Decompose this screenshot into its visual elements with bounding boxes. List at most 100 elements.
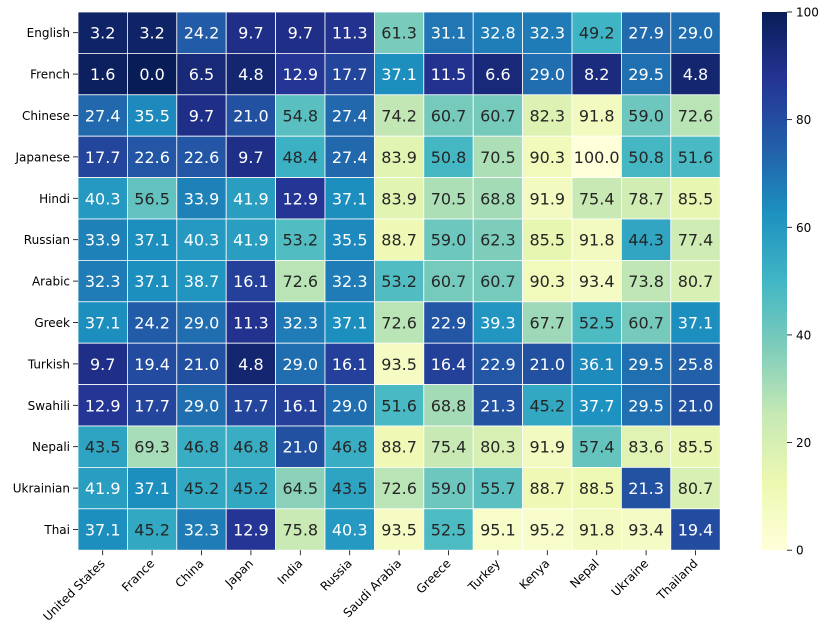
cell-value-label: 70.5 — [431, 189, 467, 208]
cell-value-label: 37.1 — [134, 479, 170, 498]
cell-value-label: 3.2 — [90, 24, 115, 43]
cell-value-label: 78.7 — [628, 189, 664, 208]
heatmap-cell — [275, 259, 326, 303]
cell-value-label: 6.5 — [189, 65, 214, 84]
heatmap-cell — [373, 177, 425, 220]
heatmap-cell — [225, 301, 276, 344]
cell-value-label: 11.5 — [431, 65, 467, 84]
cell-value-label: 45.2 — [184, 479, 220, 498]
heatmap-cell — [571, 384, 622, 427]
heatmap-cell — [225, 466, 276, 510]
heatmap-cell — [423, 11, 474, 54]
cell-value-label: 29.0 — [282, 355, 318, 374]
cell-value-label: 21.0 — [282, 438, 318, 457]
cell-value-label: 22.6 — [184, 148, 220, 167]
cell-value-label: 88.7 — [529, 479, 565, 498]
cell-value-label: 59.0 — [628, 107, 664, 126]
heatmap-cell — [522, 218, 573, 261]
cell-value-label: 72.6 — [381, 314, 417, 333]
heatmap-cell — [472, 218, 524, 261]
cell-value-label: 4.8 — [683, 65, 708, 84]
heatmap-cell — [670, 466, 721, 510]
heatmap-cell — [77, 508, 128, 551]
heatmap-cell — [373, 53, 425, 96]
cell-value-label: 12.9 — [282, 65, 318, 84]
heatmap-cell — [176, 11, 227, 54]
heatmap-cell — [472, 342, 524, 386]
heatmap-cell — [423, 218, 474, 261]
heatmap-cell — [176, 301, 227, 344]
heatmap-cell — [176, 53, 227, 96]
cell-value-label: 46.8 — [233, 438, 269, 457]
cell-value-label: 91.9 — [529, 438, 565, 457]
cell-value-label: 60.7 — [431, 107, 467, 126]
row-label: Chinese — [22, 109, 70, 123]
row-label: French — [30, 68, 70, 82]
cell-value-label: 93.5 — [381, 521, 417, 540]
heatmap-cell — [127, 466, 178, 510]
column-label: Japan — [222, 556, 256, 590]
heatmap-cell — [127, 11, 178, 54]
heatmap-cell — [127, 218, 178, 261]
cell-value-label: 68.8 — [431, 396, 467, 415]
cell-value-label: 59.0 — [431, 479, 467, 498]
heatmap-cell — [522, 94, 573, 137]
column-labels: United States France China Japan India Russia… — [40, 550, 701, 624]
cell-value-label: 41.9 — [233, 189, 269, 208]
cell-value-label: 40.3 — [332, 521, 368, 540]
cell-value-label: 24.2 — [184, 24, 220, 43]
heatmap-cell — [373, 301, 425, 344]
cell-value-label: 37.1 — [134, 231, 170, 250]
cell-value-label: 19.4 — [134, 355, 170, 374]
cell-value-label: 90.3 — [529, 148, 565, 167]
heatmap-cell — [522, 384, 573, 427]
column-label: France — [119, 556, 157, 594]
heatmap-cell — [571, 218, 622, 261]
column-label: United States — [40, 556, 107, 623]
heatmap-cell — [522, 135, 573, 178]
row-labels: English French Chinese Japanese Hindi Russian… — [13, 26, 78, 537]
heatmap-cell — [472, 259, 524, 303]
heatmap-cell — [225, 259, 276, 303]
heatmap-cell — [472, 425, 524, 468]
cell-value-label: 0.0 — [139, 65, 164, 84]
cell-value-label: 60.7 — [628, 314, 664, 333]
heatmap-cell — [621, 342, 672, 386]
cell-value-label: 80.3 — [480, 438, 516, 457]
heatmap-cell — [670, 135, 721, 178]
heatmap-cell — [472, 301, 524, 344]
heatmap-cell — [670, 94, 721, 137]
cell-value-label: 45.2 — [529, 396, 565, 415]
cell-value-label: 16.4 — [431, 355, 467, 374]
heatmap-cell — [275, 301, 326, 344]
cell-value-label: 9.7 — [238, 148, 263, 167]
cell-value-label: 37.1 — [332, 189, 368, 208]
cell-value-label: 35.5 — [134, 107, 170, 126]
column-label: Ukraine — [609, 556, 652, 599]
heatmap-cell — [621, 11, 672, 54]
colorbar-tick-label: 100 — [796, 6, 819, 20]
heatmap-cell — [571, 508, 622, 551]
cell-value-label: 27.9 — [628, 24, 664, 43]
cell-value-label: 22.9 — [431, 314, 467, 333]
cell-value-label: 33.9 — [184, 189, 220, 208]
cell-value-label: 46.8 — [332, 438, 368, 457]
heatmap-cell — [225, 218, 276, 261]
heatmap-cell — [571, 259, 622, 303]
heatmap-cell — [522, 11, 573, 54]
cell-value-label: 77.4 — [678, 231, 714, 250]
heatmap-cell — [373, 384, 425, 427]
cell-value-label: 29.0 — [332, 396, 368, 415]
cell-value-label: 55.7 — [480, 479, 516, 498]
cell-value-label: 37.1 — [678, 314, 714, 333]
heatmap-cell — [621, 177, 672, 220]
cell-value-label: 88.7 — [381, 231, 417, 250]
cell-value-label: 54.8 — [282, 107, 318, 126]
colorbar-tick-label: 80 — [796, 113, 811, 127]
heatmap-cell — [275, 53, 326, 96]
cell-value-label: 1.6 — [90, 65, 115, 84]
cell-value-label: 45.2 — [233, 479, 269, 498]
heatmap-cell — [275, 425, 326, 468]
cell-value-label: 69.3 — [134, 438, 170, 457]
cell-value-label: 29.0 — [184, 314, 220, 333]
